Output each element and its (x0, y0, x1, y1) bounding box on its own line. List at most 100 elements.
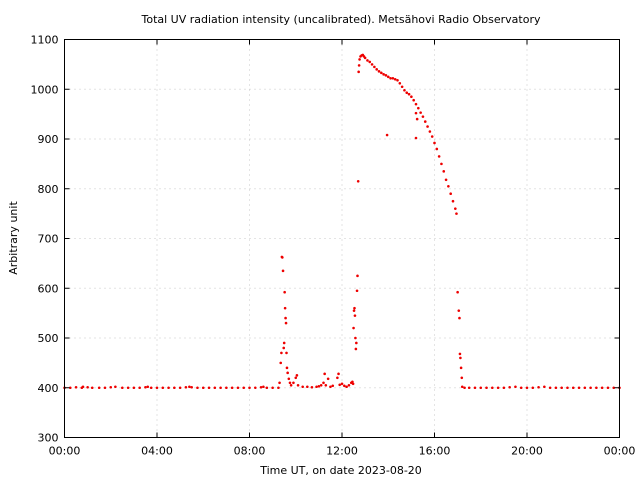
axis-ticks (64, 39, 620, 438)
data-point (354, 347, 358, 351)
data-point (284, 321, 288, 325)
data-point (548, 386, 552, 390)
data-points (63, 53, 621, 390)
data-point (428, 130, 432, 133)
x-tick-label: 00:00 (604, 445, 636, 458)
plot-frame (64, 39, 620, 438)
data-point (451, 199, 455, 203)
data-point (282, 346, 286, 350)
y-tick-label: 500 (38, 332, 59, 345)
data-point (323, 372, 326, 376)
data-point (531, 386, 535, 390)
y-tick-label: 400 (38, 382, 59, 395)
data-point (236, 386, 240, 390)
y-tick-label: 300 (38, 432, 59, 445)
data-point (405, 91, 409, 95)
data-point (283, 290, 286, 294)
data-point (322, 381, 325, 385)
data-point (144, 385, 147, 389)
data-point (356, 274, 359, 278)
y-tick-labels: 300 400 500 600 700 800 900 1000 1100 (31, 34, 59, 445)
data-point (329, 385, 332, 389)
data-point (419, 111, 422, 114)
data-point (566, 386, 569, 390)
data-point (248, 386, 251, 390)
data-point (407, 92, 411, 96)
data-point (310, 385, 314, 389)
data-point (415, 117, 419, 121)
data-point (612, 386, 616, 390)
data-point (315, 385, 318, 389)
data-point (454, 207, 457, 210)
data-point (286, 371, 289, 375)
data-point (178, 386, 182, 390)
data-point (396, 78, 399, 82)
data-point (459, 366, 463, 370)
data-point (514, 385, 517, 389)
data-point (132, 386, 136, 390)
data-point (271, 386, 274, 390)
data-point (90, 386, 94, 390)
data-point (440, 162, 443, 166)
data-point (455, 212, 458, 215)
data-point (368, 60, 372, 64)
data-point (358, 58, 361, 61)
data-point (230, 386, 234, 390)
data-point (393, 78, 397, 81)
data-point (377, 70, 381, 73)
data-point (380, 71, 383, 75)
data-point (508, 385, 511, 389)
y-tick-label: 900 (38, 133, 59, 146)
data-point (259, 385, 263, 389)
data-point (284, 316, 287, 320)
data-point (554, 386, 558, 390)
data-point (560, 386, 563, 390)
data-point (356, 179, 360, 183)
data-point (306, 385, 309, 389)
data-point (375, 68, 378, 71)
chart-title: Total UV radiation intensity (uncalibrat… (141, 13, 541, 26)
x-tick-labels: 00:00 04:00 08:00 12:00 16:00 20:00 00:00 (49, 445, 636, 458)
data-point (280, 351, 283, 355)
data-point (382, 73, 385, 76)
data-point (449, 192, 452, 196)
data-point (389, 77, 392, 80)
data-point (347, 383, 351, 387)
data-point (444, 178, 448, 182)
data-point (519, 386, 523, 390)
data-point (606, 386, 610, 390)
data-point (496, 386, 500, 390)
data-point (285, 366, 289, 370)
data-point (343, 384, 346, 388)
data-point (363, 56, 367, 60)
data-point (414, 111, 418, 115)
data-point (353, 306, 356, 310)
data-point (479, 386, 483, 390)
x-tick-label: 00:00 (49, 445, 81, 458)
data-point (331, 384, 335, 388)
data-point (146, 385, 150, 389)
data-point (352, 326, 355, 330)
x-tick-label: 20:00 (511, 445, 543, 458)
x-tick-label: 12:00 (326, 445, 358, 458)
data-point (219, 386, 222, 390)
data-point (447, 184, 450, 188)
data-point (279, 361, 283, 365)
data-point (473, 386, 477, 390)
data-point (421, 115, 425, 118)
data-point (126, 386, 130, 390)
data-point (285, 351, 288, 355)
data-point (265, 386, 269, 390)
data-point (417, 106, 420, 110)
data-point (282, 341, 286, 345)
data-point (412, 98, 415, 102)
data-point (207, 386, 211, 390)
data-point (326, 377, 330, 381)
data-point (491, 386, 494, 390)
data-point (68, 386, 72, 390)
data-point (430, 135, 434, 138)
data-point (114, 385, 117, 389)
data-point (295, 374, 299, 377)
data-point (173, 386, 176, 390)
